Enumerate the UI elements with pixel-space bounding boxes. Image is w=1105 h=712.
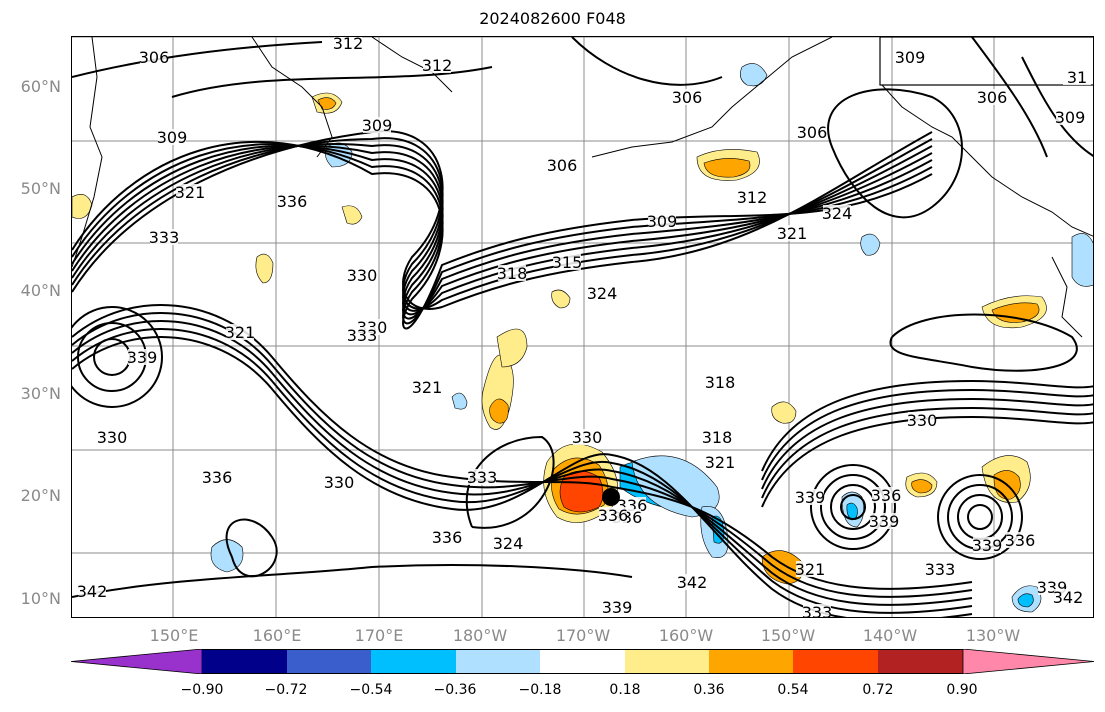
contour-label: 321 — [795, 560, 826, 579]
colorbar-tick-label: 0.36 — [693, 682, 725, 698]
contour-label: 312 — [333, 37, 364, 53]
contour-label: 336 — [871, 486, 902, 505]
contour-label: 309 — [1055, 108, 1086, 127]
colorbar-tick-label: −0.90 — [180, 682, 224, 698]
colorbar-tick-label: −0.18 — [518, 682, 562, 698]
contour-label: 309 — [362, 116, 393, 135]
longitude-label: 160°E — [252, 626, 302, 645]
contour-label: 309 — [647, 212, 678, 231]
colorbar-segment — [962, 649, 1094, 674]
contour-label: 324 — [493, 534, 524, 553]
contour-label: 309 — [895, 48, 926, 67]
colorbar-tick-label: 0.54 — [777, 682, 809, 698]
contour-label: 31 — [1067, 68, 1087, 87]
longitude-label: 170°E — [354, 626, 404, 645]
contour-label: 321 — [175, 183, 206, 202]
contour-label: 312 — [422, 56, 453, 75]
colorbar-segment — [71, 649, 203, 674]
longitude-label: 180°W — [452, 626, 508, 645]
colorbar-tick-label: 0.72 — [862, 682, 894, 698]
contour-label: 306 — [672, 88, 703, 107]
contour-label: 336 — [202, 468, 233, 487]
contour-labels: 306 312 312 306 309 309 306 306 309 306 31 309 321 33… — [77, 37, 1091, 618]
colorbar-segment — [202, 649, 287, 674]
contour-label: 321 — [777, 224, 808, 243]
coastlines — [72, 37, 1093, 338]
contour-label: 342 — [1053, 588, 1084, 607]
colorbar-tick-label: 0.18 — [609, 682, 641, 698]
latitude-label: 60°N — [20, 77, 61, 96]
contour-label: 312 — [737, 188, 768, 207]
colorbar-segment — [287, 649, 371, 674]
contour-label: 339 — [869, 512, 900, 531]
contour-label: 333 — [149, 228, 180, 247]
contour-label: 330 — [97, 428, 128, 447]
contour-label: 333 — [802, 603, 833, 618]
contour-label: 336 — [277, 192, 308, 211]
colorbar-tick-label: −0.72 — [264, 682, 308, 698]
colorbar-segment — [625, 649, 709, 674]
contour-label: 342 — [77, 582, 108, 601]
contour-label: 321 — [412, 378, 443, 397]
longitude-label: 160°W — [658, 626, 714, 645]
longitude-label: 150°E — [149, 626, 199, 645]
contour-lines — [72, 37, 1093, 617]
contour-label: 318 — [497, 264, 528, 283]
contour-label: 330 — [572, 428, 603, 447]
contour-label: 339 — [795, 488, 826, 507]
contour-label: 315 — [552, 253, 583, 272]
contour-label: 330 — [907, 411, 938, 430]
colorbar-tick-label: −0.54 — [349, 682, 393, 698]
map-canvas: 306 312 312 306 309 309 306 306 309 306 31 309 321 33… — [72, 37, 1093, 618]
contour-label: 321 — [225, 323, 256, 342]
latitude-label: 50°N — [20, 179, 61, 198]
contour-label: 321 — [705, 453, 736, 472]
contour-label: 318 — [702, 428, 733, 447]
contour-label: 342 — [677, 573, 708, 592]
contour-label: 306 — [547, 156, 578, 175]
longitude-label: 170°W — [555, 626, 611, 645]
contour-label: 336 — [598, 506, 629, 525]
longitude-label: 140°W — [862, 626, 918, 645]
colorbar — [71, 649, 1094, 674]
latitude-label: 10°N — [20, 589, 61, 608]
contour-label: 339 — [127, 348, 158, 367]
contour-label: 324 — [822, 204, 853, 223]
contour-label: 306 — [139, 48, 170, 67]
colorbar-tick-label: 0.90 — [946, 682, 978, 698]
colorbar-segment — [878, 649, 963, 674]
contour-label: 309 — [157, 128, 188, 147]
colorbar-segment — [540, 649, 625, 674]
colorbar-tick-label: −0.36 — [433, 682, 477, 698]
contour-label: 333 — [347, 326, 378, 345]
latitude-label: 20°N — [20, 486, 61, 505]
latitude-label: 40°N — [20, 281, 61, 300]
colorbar-segment — [456, 649, 540, 674]
contour-label: 339 — [602, 598, 633, 617]
contour-label: 339 — [972, 536, 1003, 555]
longitude-label: 150°W — [760, 626, 816, 645]
colorbar-segment — [793, 649, 878, 674]
longitude-label: 130°W — [965, 626, 1021, 645]
map-title: 2024082600 F048 — [479, 9, 626, 28]
contour-label: 306 — [797, 123, 828, 142]
contour-label: 333 — [925, 560, 956, 579]
map-panel: 306 312 312 306 309 309 306 306 309 306 31 309 321 33… — [71, 36, 1094, 618]
contour-label: 306 — [977, 88, 1008, 107]
colorbar-segment — [371, 649, 456, 674]
storm-center-marker — [602, 488, 620, 506]
contour-label: 336 — [1005, 531, 1036, 550]
contour-label: 336 — [432, 528, 463, 547]
contour-label: 330 — [324, 473, 355, 492]
contour-label: 333 — [467, 468, 498, 487]
contour-label: 318 — [705, 373, 736, 392]
contour-label: 330 — [347, 266, 378, 285]
contour-label: 324 — [587, 284, 618, 303]
colorbar-segment — [709, 649, 793, 674]
latitude-label: 30°N — [20, 384, 61, 403]
